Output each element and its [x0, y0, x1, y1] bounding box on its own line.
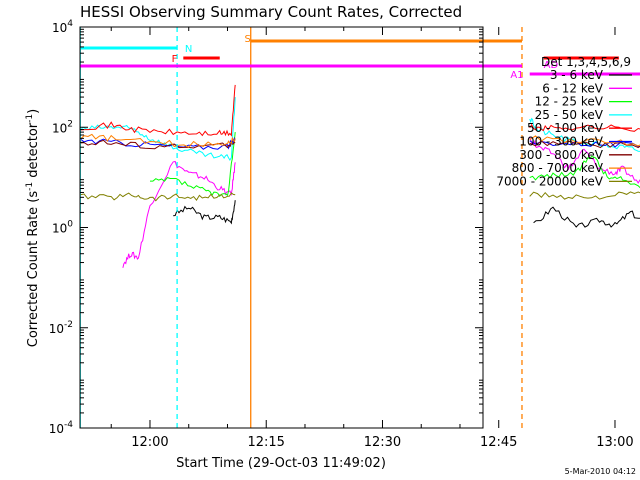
plot-area: [79, 84, 640, 268]
y-axis-label-text: Corrected Count Rate (s: [26, 191, 41, 348]
y-axis-label: Corrected Count Rate (s-1 detector-1): [25, 109, 41, 347]
y-tick-label: 102: [52, 119, 73, 135]
series-line: [80, 192, 236, 202]
legend-title: Det 1,3,4,5,6,9: [541, 55, 631, 69]
legend-label: 12 - 25 keV: [535, 95, 604, 109]
series-line: [529, 140, 640, 149]
series-line: [529, 135, 640, 147]
x-tick-label: 12:30: [364, 435, 401, 450]
series-line: [79, 97, 236, 161]
series-line: [122, 160, 236, 268]
flare-marker-label: F: [172, 54, 178, 65]
y-tick-label: 10-4: [49, 420, 74, 436]
y-axis-label-text: detector: [26, 122, 41, 182]
legend-label: 3 - 6 keV: [550, 68, 604, 82]
x-axis-label: Start Time (29-Oct-03 11:49:02): [176, 456, 386, 471]
legend-label: 25 - 50 keV: [535, 108, 604, 122]
timestamp: 5-Mar-2010 04:12: [565, 467, 636, 476]
series-line: [79, 133, 236, 148]
observing-bands: N S F AD A1: [79, 27, 640, 428]
decimation-marker-label: AD: [544, 60, 559, 71]
x-tick-label: 12:45: [480, 435, 517, 450]
legend-label: 800 - 7000 keV: [512, 161, 604, 175]
y-tick-label: 104: [52, 19, 73, 35]
attenuator-marker-label: A1: [510, 70, 523, 81]
y-axis-label-exp: -1: [25, 114, 35, 123]
series-line: [533, 206, 640, 228]
series-line: [529, 155, 640, 189]
y-axis-label-text: ): [26, 109, 41, 114]
legend-label: 50 - 100 keV: [527, 121, 604, 135]
legend-label: 300 - 800 keV: [519, 148, 603, 162]
y-axis: 10-4 10-2 100 102 104: [49, 19, 483, 436]
y-tick-label: 100: [52, 220, 73, 236]
series-line: [529, 191, 640, 200]
x-tick-label: 13:00: [596, 435, 633, 450]
saa-marker-label: S: [245, 34, 251, 45]
y-axis-label-exp: -1: [25, 182, 35, 191]
legend-label: 100 - 300 keV: [519, 135, 603, 149]
chart-title: HESSI Observing Summary Count Rates, Cor…: [80, 3, 462, 21]
legend-label: 6 - 12 keV: [542, 81, 604, 95]
legend-label: 7000 - 20000 keV: [496, 174, 603, 188]
series-line: [80, 84, 236, 137]
x-tick-label: 12:00: [131, 435, 168, 450]
series-line: [150, 132, 236, 197]
y-tick-label: 10-2: [49, 320, 73, 336]
series-line: [79, 136, 236, 150]
plot-frame: [79, 26, 484, 429]
series-line: [173, 200, 236, 225]
x-tick-label: 12:15: [247, 435, 284, 450]
series-line: [529, 117, 640, 152]
night-marker-label: N: [185, 44, 192, 55]
series-line: [80, 139, 236, 150]
series-line: [529, 123, 640, 132]
